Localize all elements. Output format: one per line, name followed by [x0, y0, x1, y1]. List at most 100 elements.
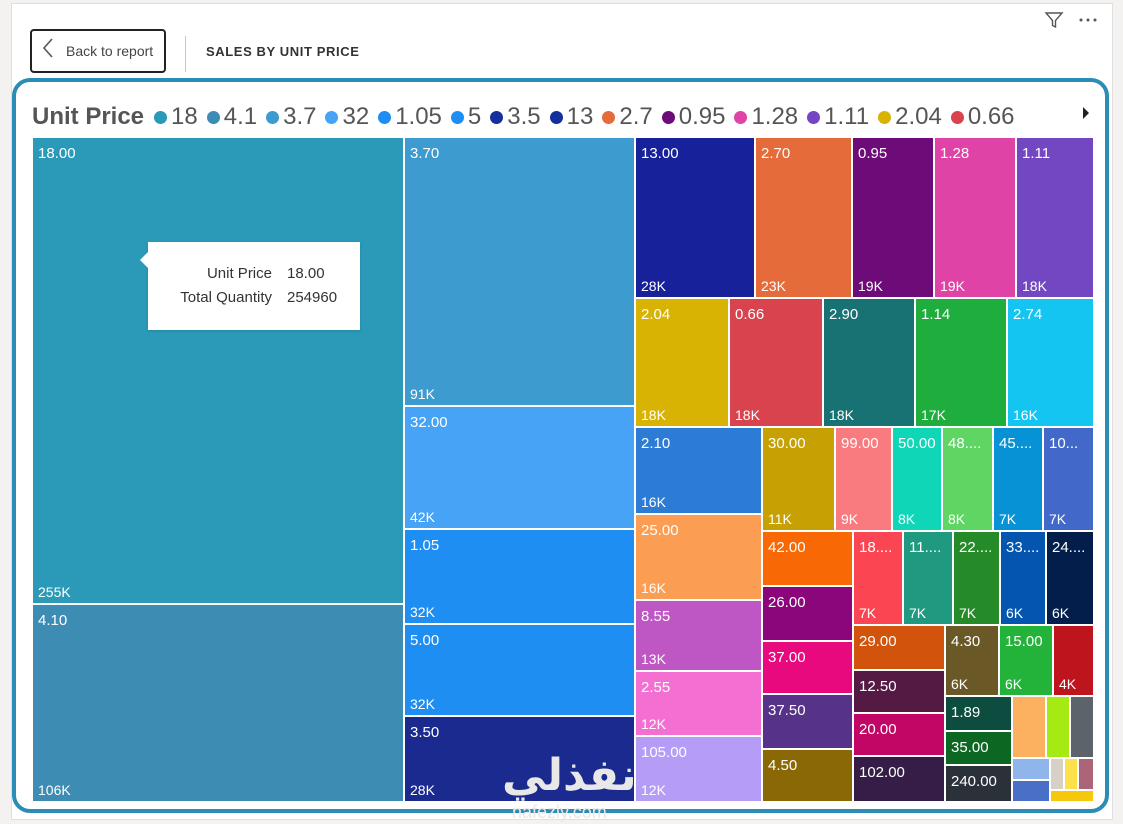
legend-item[interactable]: 18: [154, 103, 198, 131]
treemap-tile[interactable]: 5.00 32K: [404, 624, 635, 716]
treemap-tile[interactable]: 1.28 19K: [934, 137, 1016, 298]
legend-item[interactable]: 2.7: [602, 103, 653, 131]
treemap-tile[interactable]: 4.50: [762, 749, 853, 802]
tile-label: 13.00: [641, 145, 679, 162]
treemap-tile[interactable]: 99.00 9K: [835, 427, 892, 531]
treemap-tile[interactable]: 13.00 28K: [635, 137, 755, 298]
treemap-tile[interactable]: 4.30 6K: [945, 625, 999, 696]
treemap-tile[interactable]: 1.89: [945, 696, 1012, 731]
treemap-tile[interactable]: 37.00: [762, 641, 853, 694]
tile-value: 7K: [859, 605, 877, 621]
back-to-report-button[interactable]: Back to report: [30, 29, 166, 73]
tooltip: Unit Price 18.00 Total Quantity 254960: [140, 242, 360, 330]
treemap-tile[interactable]: 11.... 7K: [903, 531, 953, 625]
treemap-visual[interactable]: Unit Price 18 4.1 3.7 32 1.05 5 3.5 13 2.7 0.95 1.…: [12, 78, 1109, 813]
legend-item[interactable]: 0.66: [950, 103, 1015, 131]
treemap: 18.00 255K 4.10 106K 3.70 91K 32.00 42K 1.05 32K 5…: [32, 137, 1094, 802]
treemap-tile[interactable]: 4K: [1053, 625, 1094, 696]
legend-dot-icon: [734, 110, 748, 124]
legend-item[interactable]: 4.1: [206, 103, 257, 131]
legend-item-label: 32: [342, 103, 370, 130]
tile-value: 11K: [768, 511, 792, 527]
treemap-tile[interactable]: [1046, 696, 1070, 758]
treemap-tile[interactable]: 50.00 8K: [892, 427, 942, 531]
legend-dot-icon: [549, 110, 563, 124]
treemap-tile[interactable]: 20.00: [853, 713, 945, 756]
legend-item[interactable]: 1.28: [734, 103, 798, 131]
tile-value: 4K: [1059, 676, 1077, 692]
tile-label: 29.00: [859, 633, 897, 650]
treemap-tile[interactable]: 2.74 16K: [1007, 298, 1094, 427]
treemap-tile[interactable]: 2.10 16K: [635, 427, 762, 514]
legend-item[interactable]: 1.11: [807, 103, 869, 131]
legend-item[interactable]: 0.95: [661, 103, 725, 131]
treemap-tile[interactable]: 1.11 18K: [1016, 137, 1094, 298]
tile-label: 25.00: [641, 522, 679, 539]
legend-item[interactable]: 2.04: [878, 103, 942, 131]
treemap-tile[interactable]: 25.00 16K: [635, 514, 762, 600]
report-page: Back to report SALES BY UNIT PRICE Unit …: [11, 3, 1113, 822]
treemap-tile[interactable]: 2.04 18K: [635, 298, 729, 427]
more-options-icon[interactable]: [1078, 10, 1098, 33]
legend-item-label: 13: [566, 103, 594, 130]
tile-value: 16K: [641, 494, 666, 510]
treemap-tile[interactable]: 0.66 18K: [729, 298, 823, 427]
tile-label: 2.90: [829, 306, 859, 323]
treemap-tile[interactable]: 24.... 6K: [1046, 531, 1094, 625]
treemap-tile[interactable]: 3.70 91K: [404, 137, 635, 406]
treemap-tile[interactable]: 15.00 6K: [999, 625, 1053, 696]
treemap-tile[interactable]: [1050, 790, 1094, 802]
treemap-tile[interactable]: 4.10 106K: [32, 604, 404, 802]
tile-label: 3.50: [410, 724, 440, 741]
legend-item[interactable]: 1.05: [378, 103, 442, 131]
legend-item[interactable]: 3.5: [490, 103, 541, 131]
treemap-tile[interactable]: 2.55 12K: [635, 671, 762, 736]
treemap-tile[interactable]: [1050, 758, 1064, 790]
treemap-tile[interactable]: [1064, 758, 1078, 790]
tile-label: 35.00: [951, 739, 989, 756]
treemap-tile[interactable]: 26.00: [762, 586, 853, 641]
legend-item[interactable]: 13: [549, 103, 594, 131]
tile-label: 32.00: [410, 414, 448, 431]
tooltip-value: 18.00: [287, 265, 325, 282]
treemap-tile[interactable]: [1012, 780, 1050, 802]
treemap-tile[interactable]: 1.14 17K: [915, 298, 1007, 427]
tile-label: 2.74: [1013, 306, 1043, 323]
treemap-tile[interactable]: 33.... 6K: [1000, 531, 1046, 625]
legend-item[interactable]: 32: [325, 103, 369, 131]
treemap-tile[interactable]: 12.50: [853, 670, 945, 713]
filter-icon[interactable]: [1044, 10, 1064, 33]
treemap-tile[interactable]: 18.00 255K: [32, 137, 404, 604]
treemap-tile[interactable]: 1.05 32K: [404, 529, 635, 624]
treemap-tile[interactable]: 8.55 13K: [635, 600, 762, 671]
treemap-tile[interactable]: [1070, 696, 1094, 758]
treemap-tile[interactable]: 2.70 23K: [755, 137, 852, 298]
treemap-tile[interactable]: 3.50 28K: [404, 716, 635, 802]
treemap-tile[interactable]: 102.00: [853, 756, 945, 802]
treemap-tile[interactable]: 35.00: [945, 731, 1012, 765]
treemap-tile[interactable]: 105.00 12K: [635, 736, 762, 802]
treemap-tile[interactable]: [1012, 696, 1046, 758]
treemap-tile[interactable]: 10... 7K: [1043, 427, 1094, 531]
treemap-tile[interactable]: 0.95 19K: [852, 137, 934, 298]
tile-label: 4.50: [768, 757, 798, 774]
treemap-tile[interactable]: 32.00 42K: [404, 406, 635, 529]
treemap-tile[interactable]: 22.... 7K: [953, 531, 1000, 625]
treemap-tile[interactable]: 48.... 8K: [942, 427, 993, 531]
treemap-tile[interactable]: 45.... 7K: [993, 427, 1043, 531]
legend-next-arrow[interactable]: [1081, 106, 1091, 123]
treemap-tile[interactable]: 42.00: [762, 531, 853, 586]
legend-dot-icon: [325, 110, 339, 124]
treemap-tile[interactable]: 240.00: [945, 765, 1012, 802]
legend-item[interactable]: 5: [450, 103, 481, 131]
treemap-tile[interactable]: 37.50: [762, 694, 853, 749]
treemap-tile[interactable]: [1078, 758, 1094, 790]
legend-dot-icon: [878, 110, 892, 124]
treemap-tile[interactable]: 30.00 11K: [762, 427, 835, 531]
legend-item[interactable]: 3.7: [266, 103, 316, 131]
tile-value: 8K: [898, 511, 916, 527]
treemap-tile[interactable]: 29.00: [853, 625, 945, 670]
treemap-tile[interactable]: 2.90 18K: [823, 298, 915, 427]
treemap-tile[interactable]: 18.... 7K: [853, 531, 903, 625]
treemap-tile[interactable]: [1012, 758, 1050, 780]
